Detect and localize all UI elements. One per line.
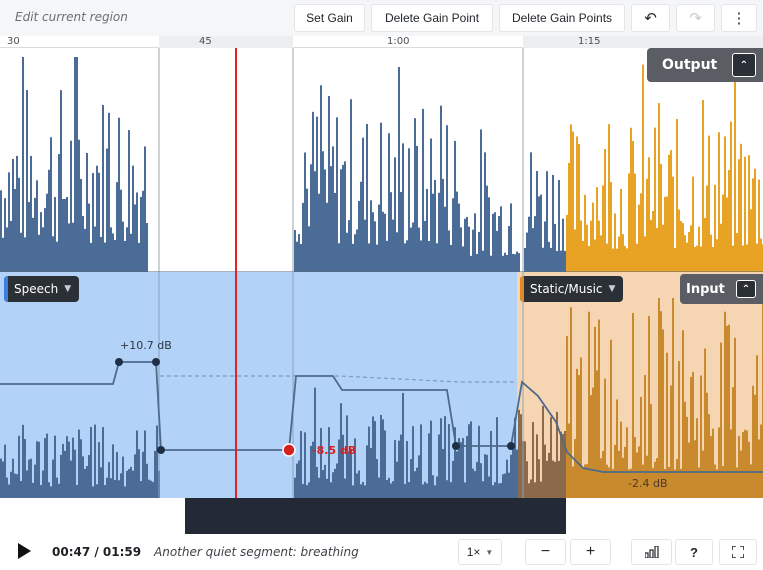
region-scrollbar[interactable]	[185, 498, 566, 534]
selected-gain-point[interactable]	[282, 443, 296, 457]
chevron-down-icon: ▼	[608, 284, 616, 294]
playback-time: 00:47 / 01:59	[52, 545, 142, 559]
gain-point[interactable]	[452, 442, 460, 450]
zoom-out-button[interactable]: −	[525, 539, 566, 565]
input-label: Input ⌃	[680, 274, 763, 304]
bar-chart-icon	[644, 546, 659, 558]
delete-gain-point-button[interactable]: Delete Gain Point	[371, 4, 493, 32]
chevron-down-icon: ▼	[64, 284, 72, 294]
collapse-input-icon[interactable]: ⌃	[736, 280, 756, 298]
delete-gain-points-button[interactable]: Delete Gain Points	[499, 4, 625, 32]
boost-gain-label: +10.7 dB	[120, 339, 172, 352]
more-options-icon[interactable]: ⋮	[721, 4, 757, 32]
fullscreen-icon	[732, 546, 744, 558]
ruler-tick: 45	[199, 36, 212, 47]
segment-caption: Another quiet segment: breathing	[154, 545, 359, 559]
redo-icon[interactable]: ↷	[676, 4, 715, 32]
toolbar: Edit current region Set Gain Delete Gain…	[0, 0, 763, 36]
set-gain-button[interactable]: Set Gain	[294, 4, 365, 32]
play-icon[interactable]	[18, 543, 31, 559]
zoom-in-button[interactable]: +	[570, 539, 611, 565]
help-button[interactable]: ?	[675, 539, 713, 565]
fullscreen-button[interactable]	[719, 539, 757, 565]
speed-value: 1×	[466, 545, 481, 559]
gain-point[interactable]	[152, 358, 160, 366]
output-label: Output ⌃	[647, 48, 763, 82]
stats-button[interactable]	[631, 539, 672, 565]
music-accent	[520, 276, 524, 302]
ruler-tick: 30	[7, 36, 20, 47]
input-waveform: +10.7 dB -8.5 dB -2.4 dB	[0, 272, 763, 498]
output-label-text: Output	[662, 57, 718, 73]
output-waveform	[0, 48, 763, 272]
gain-point[interactable]	[115, 358, 123, 366]
input-label-text: Input	[686, 281, 725, 297]
collapse-output-icon[interactable]: ⌃	[732, 53, 756, 77]
output-track[interactable]: Output ⌃	[0, 48, 763, 272]
music-type-label: Static/Music	[530, 282, 603, 296]
speech-type-label: Speech	[14, 282, 59, 296]
ruler-tick: 1:15	[578, 36, 601, 47]
playhead[interactable]	[235, 48, 237, 498]
playback-bar: 00:47 / 01:59 Another quiet segment: bre…	[0, 534, 763, 570]
ruler-highlight	[159, 36, 293, 48]
toolbar-title: Edit current region	[15, 10, 128, 24]
speech-type-dropdown[interactable]: Speech ▼	[4, 276, 80, 302]
ruler-highlight	[523, 36, 763, 48]
timeline-ruler[interactable]: 30 45 1:00 1:15	[0, 36, 763, 48]
speech-accent	[4, 276, 8, 302]
gain-point[interactable]	[157, 446, 165, 454]
music-type-dropdown[interactable]: Static/Music ▼	[520, 276, 624, 302]
undo-icon[interactable]: ↶	[631, 4, 670, 32]
gain-point[interactable]	[507, 442, 515, 450]
input-track[interactable]: +10.7 dB -8.5 dB -2.4 dB Speech ▼ Static…	[0, 272, 763, 498]
ruler-tick: 1:00	[387, 36, 410, 47]
music-gain-label: -2.4 dB	[628, 477, 668, 490]
speed-dropdown[interactable]: 1× ▼	[458, 539, 502, 565]
cut-gain-label: -8.5 dB	[312, 444, 356, 457]
chevron-down-icon: ▼	[485, 547, 494, 557]
